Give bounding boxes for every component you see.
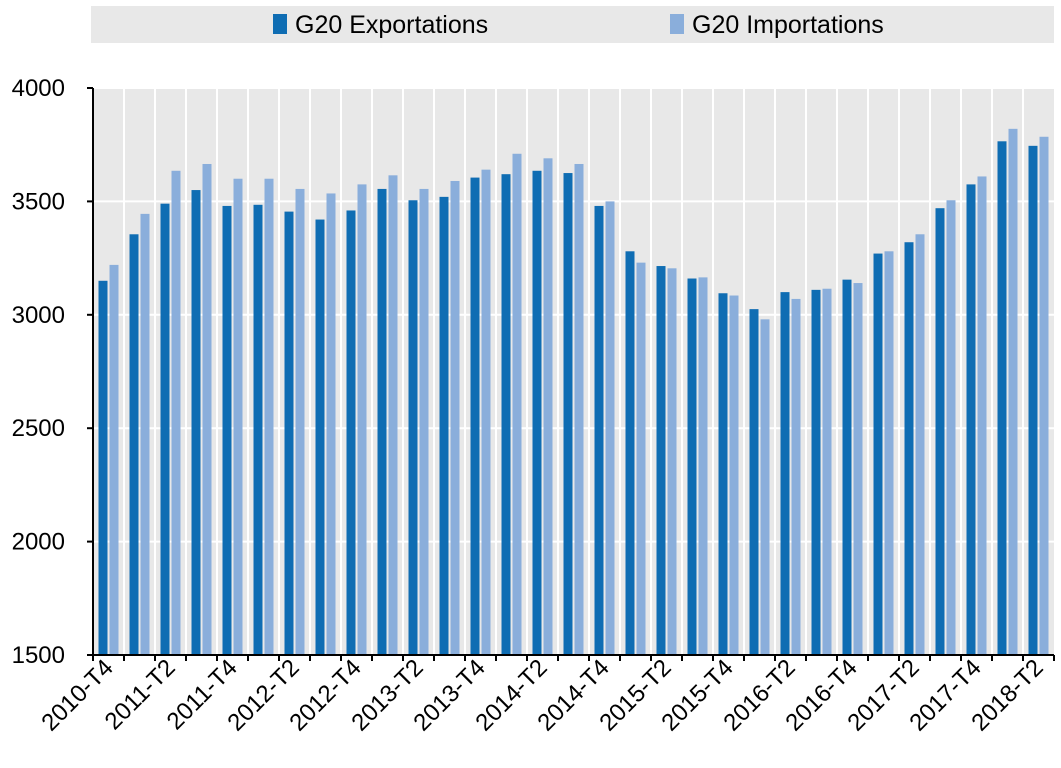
- x-axis: 2010-T42011-T22011-T42012-T22012-T42013-…: [36, 654, 1055, 736]
- bar-importations-2013-T4: [481, 169, 491, 655]
- bar-exportations-2010-T4: [98, 280, 108, 655]
- bar-importations-2014-T3: [574, 163, 584, 655]
- bar-importations-2012-T2: [295, 188, 305, 655]
- bar-exportations-2016-T2: [780, 292, 790, 655]
- bar-exportations-2012-T1: [253, 204, 263, 655]
- bar-exportations-2015-T1: [625, 251, 635, 655]
- bars: [98, 128, 1049, 656]
- bar-exportations-2012-T4: [346, 210, 356, 656]
- bar-importations-2016-T4: [853, 283, 863, 655]
- bar-importations-2011-T2: [171, 170, 181, 656]
- legend: G20 Exportations G20 Importations: [273, 11, 884, 39]
- y-tick-label: 2500: [12, 415, 65, 442]
- legend-background: [91, 6, 1054, 43]
- bar-importations-2015-T1: [636, 262, 646, 655]
- bar-exportations-2012-T2: [284, 211, 294, 655]
- bar-exportations-2016-T3: [811, 289, 821, 655]
- bar-exportations-2015-T2: [656, 266, 666, 655]
- bar-exportations-2014-T1: [501, 174, 511, 655]
- bar-exportations-2017-T2: [904, 242, 914, 655]
- bar-exportations-2017-T4: [966, 184, 976, 655]
- bar-importations-2013-T2: [419, 188, 429, 655]
- bar-importations-2018-T2: [1039, 136, 1049, 656]
- bar-importations-2015-T4: [729, 295, 739, 655]
- bar-importations-2018-T1: [1008, 128, 1018, 656]
- bar-exportations-2014-T4: [594, 205, 604, 655]
- legend-label-importations: G20 Importations: [692, 11, 884, 39]
- bar-exportations-2012-T3: [315, 219, 325, 655]
- bar-importations-2012-T3: [326, 193, 336, 655]
- bar-exportations-2013-T3: [439, 196, 449, 655]
- bar-importations-2011-T4: [233, 178, 243, 655]
- bar-importations-2014-T1: [512, 153, 522, 655]
- y-tick-label: 4000: [12, 75, 65, 102]
- bar-importations-2016-T2: [791, 298, 801, 655]
- y-tick-label: 1500: [12, 642, 65, 669]
- bar-exportations-2014-T3: [563, 173, 573, 656]
- bar-exportations-2016-T4: [842, 279, 852, 655]
- bar-importations-2016-T3: [822, 288, 832, 655]
- bar-exportations-2015-T3: [687, 278, 697, 655]
- bar-exportations-2017-T3: [935, 208, 945, 656]
- bar-importations-2015-T2: [667, 268, 677, 655]
- bar-importations-2012-T4: [357, 184, 367, 655]
- bar-importations-2011-T3: [202, 163, 212, 655]
- legend-label-exportations: G20 Exportations: [295, 11, 488, 39]
- legend-swatch-exportations: [273, 14, 287, 34]
- bar-exportations-2013-T1: [377, 188, 387, 655]
- bar-exportations-2013-T4: [470, 177, 480, 655]
- gridlines: [93, 87, 1054, 655]
- bar-importations-2011-T1: [140, 213, 150, 655]
- bar-importations-2014-T2: [543, 158, 553, 656]
- bar-importations-2013-T3: [450, 180, 460, 655]
- bar-exportations-2018-T2: [1028, 145, 1038, 656]
- bar-exportations-2016-T1: [749, 309, 759, 655]
- bar-exportations-2018-T1: [997, 141, 1007, 656]
- plot-area: [93, 88, 1054, 655]
- bar-importations-2017-T2: [915, 234, 925, 655]
- bar-exportations-2014-T2: [532, 170, 542, 656]
- y-tick-label: 3500: [12, 188, 65, 215]
- bar-exportations-2011-T2: [160, 203, 170, 655]
- bar-exportations-2011-T1: [129, 234, 139, 655]
- bar-importations-2012-T1: [264, 178, 274, 655]
- bar-importations-2017-T4: [977, 176, 987, 655]
- bar-importations-2010-T4: [109, 264, 119, 655]
- bar-exportations-2011-T4: [222, 205, 232, 655]
- bar-importations-2014-T4: [605, 201, 615, 655]
- y-tick-label: 2000: [12, 529, 65, 556]
- bar-importations-2015-T3: [698, 277, 708, 655]
- bar-exportations-2015-T4: [718, 293, 728, 655]
- bar-importations-2013-T1: [388, 175, 398, 655]
- bar-exportations-2017-T1: [873, 253, 883, 655]
- bar-exportations-2011-T3: [191, 190, 201, 655]
- bar-exportations-2013-T2: [408, 200, 418, 656]
- bar-importations-2016-T1: [760, 319, 770, 655]
- y-tick-label: 3000: [12, 302, 65, 329]
- bar-importations-2017-T3: [946, 200, 956, 656]
- y-axis: 1500 2000 2500 3000 3500 4000: [12, 75, 94, 669]
- legend-swatch-importations: [670, 14, 684, 34]
- bar-importations-2017-T1: [884, 251, 894, 655]
